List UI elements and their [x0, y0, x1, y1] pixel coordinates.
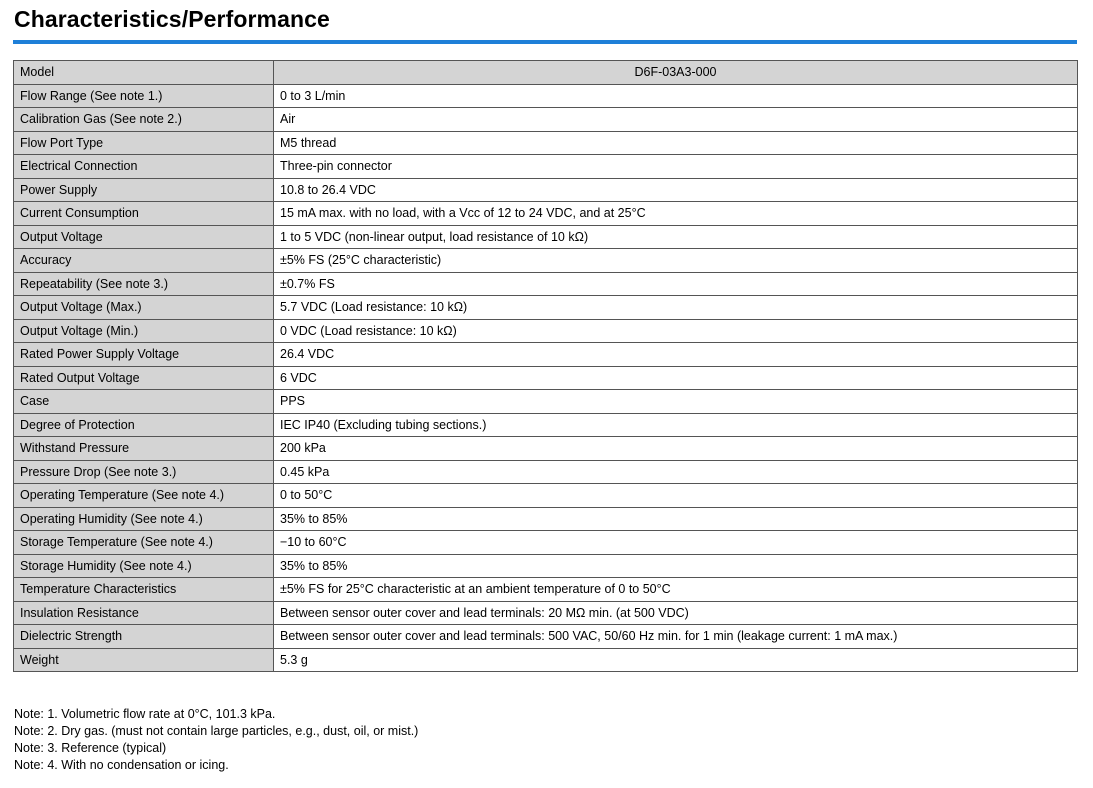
spec-value-cell: 10.8 to 26.4 VDC	[273, 177, 1078, 202]
table-row: Flow Port Type M5 thread	[13, 130, 1078, 155]
table-row: Accuracy ±5% FS (25°C characteristic)	[13, 248, 1078, 273]
table-row: Calibration Gas (See note 2.) Air	[13, 107, 1078, 132]
spec-value-cell: M5 thread	[273, 130, 1078, 155]
spec-value-cell: 0 to 50°C	[273, 483, 1078, 508]
footnote: Note: 3. Reference (typical)	[14, 741, 167, 755]
notes-section: Note: 1. Volumetric flow rate at 0°C, 10…	[14, 706, 418, 774]
table-row: Output Voltage 1 to 5 VDC (non-linear out…	[13, 224, 1078, 249]
header-label-cell: Model	[13, 60, 274, 85]
spec-label-cell: Rated Power Supply Voltage	[13, 342, 274, 367]
spec-value-cell: −10 to 60°C	[273, 530, 1078, 555]
table-row: Flow Range (See note 1.) 0 to 3 L/min	[13, 83, 1078, 108]
spec-value-cell: 0.45 kPa	[273, 459, 1078, 484]
spec-value-cell: 0 to 3 L/min	[273, 83, 1078, 108]
footnote: Note: 2. Dry gas. (must not contain larg…	[14, 724, 419, 738]
spec-label-cell: Current Consumption	[13, 201, 274, 226]
spec-label-cell: Output Voltage (Max.)	[13, 295, 274, 320]
spec-label-cell: Output Voltage	[13, 224, 274, 249]
spec-value-cell: 6 VDC	[273, 365, 1078, 390]
table-row: Temperature Characteristics ±5% FS for 25…	[13, 577, 1078, 602]
specifications-table: Model D6F-03A3-000 Flow Range (See note …	[13, 60, 1078, 672]
spec-value-cell: PPS	[273, 389, 1078, 414]
spec-value-cell: IEC IP40 (Excluding tubing sections.)	[273, 412, 1078, 437]
spec-label-cell: Power Supply	[13, 177, 274, 202]
spec-label-cell: Output Voltage (Min.)	[13, 318, 274, 343]
spec-label-cell: Flow Port Type	[13, 130, 274, 155]
title-underline	[13, 40, 1077, 44]
table-row: Rated Output Voltage 6 VDC	[13, 365, 1078, 390]
spec-label-cell: Storage Temperature (See note 4.)	[13, 530, 274, 555]
spec-value-cell: 200 kPa	[273, 436, 1078, 461]
spec-label-cell: Flow Range (See note 1.)	[13, 83, 274, 108]
spec-label-cell: Electrical Connection	[13, 154, 274, 179]
spec-value-cell: Between sensor outer cover and lead term…	[273, 600, 1078, 625]
spec-label-cell: Temperature Characteristics	[13, 577, 274, 602]
spec-value-cell: Three-pin connector	[273, 154, 1078, 179]
spec-label-cell: Operating Temperature (See note 4.)	[13, 483, 274, 508]
model-number-cell: D6F-03A3-000	[273, 60, 1078, 85]
table-row: Withstand Pressure 200 kPa	[13, 436, 1078, 461]
table-row: Storage Humidity (See note 4.) 35% to 85%	[13, 553, 1078, 578]
spec-value-cell: ±5% FS for 25°C characteristic at an amb…	[273, 577, 1078, 602]
table-row: Degree of Protection IEC IP40 (Excluding …	[13, 412, 1078, 437]
table-row: Pressure Drop (See note 3.) 0.45 kPa	[13, 459, 1078, 484]
spec-value-cell: ±0.7% FS	[273, 271, 1078, 296]
spec-label-cell: Operating Humidity (See note 4.)	[13, 506, 274, 531]
spec-label-cell: Weight	[13, 647, 274, 672]
spec-label-cell: Withstand Pressure	[13, 436, 274, 461]
spec-label-cell: Degree of Protection	[13, 412, 274, 437]
table-row: Output Voltage (Max.) 5.7 VDC (Load resis…	[13, 295, 1078, 320]
spec-value-cell: 0 VDC (Load resistance: 10 kΩ)	[273, 318, 1078, 343]
spec-label-cell: Insulation Resistance	[13, 600, 274, 625]
spec-label-cell: Calibration Gas (See note 2.)	[13, 107, 274, 132]
spec-value-cell: 35% to 85%	[273, 553, 1078, 578]
table-row: Dielectric Strength Between sensor outer …	[13, 624, 1078, 649]
spec-label-cell: Pressure Drop (See note 3.)	[13, 459, 274, 484]
table-row: Operating Temperature (See note 4.) 0 to …	[13, 483, 1078, 508]
table-row: Repeatability (See note 3.) ±0.7% FS	[13, 271, 1078, 296]
spec-value-cell: Air	[273, 107, 1078, 132]
spec-value-cell: ±5% FS (25°C characteristic)	[273, 248, 1078, 273]
spec-value-cell: 1 to 5 VDC (non-linear output, load resi…	[273, 224, 1078, 249]
footnote: Note: 4. With no condensation or icing.	[14, 758, 229, 772]
table-row: Output Voltage (Min.) 0 VDC (Load resista…	[13, 318, 1078, 343]
spec-label-cell: Dielectric Strength	[13, 624, 274, 649]
spec-value-cell: 15 mA max. with no load, with a Vcc of 1…	[273, 201, 1078, 226]
spec-value-cell: 35% to 85%	[273, 506, 1078, 531]
spec-value-cell: 5.7 VDC (Load resistance: 10 kΩ)	[273, 295, 1078, 320]
table-row: Rated Power Supply Voltage 26.4 VDC	[13, 342, 1078, 367]
table-row: Insulation Resistance Between sensor oute…	[13, 600, 1078, 625]
table-header-row: Model D6F-03A3-000	[13, 60, 1078, 85]
footnote: Note: 1. Volumetric flow rate at 0°C, 10…	[14, 707, 276, 721]
spec-label-cell: Storage Humidity (See note 4.)	[13, 553, 274, 578]
page-title: Characteristics/Performance	[14, 6, 330, 32]
table-row: Weight 5.3 g	[13, 647, 1078, 672]
table-row: Power Supply 10.8 to 26.4 VDC	[13, 177, 1078, 202]
spec-label-cell: Case	[13, 389, 274, 414]
spec-value-cell: 26.4 VDC	[273, 342, 1078, 367]
table-row: Electrical Connection Three-pin connector	[13, 154, 1078, 179]
table-row: Operating Humidity (See note 4.) 35% to 8…	[13, 506, 1078, 531]
table-row: Storage Temperature (See note 4.) −10 to …	[13, 530, 1078, 555]
spec-label-cell: Accuracy	[13, 248, 274, 273]
spec-label-cell: Repeatability (See note 3.)	[13, 271, 274, 296]
spec-value-cell: Between sensor outer cover and lead term…	[273, 624, 1078, 649]
table-row: Case PPS	[13, 389, 1078, 414]
spec-label-cell: Rated Output Voltage	[13, 365, 274, 390]
table-row: Current Consumption 15 mA max. with no lo…	[13, 201, 1078, 226]
spec-value-cell: 5.3 g	[273, 647, 1078, 672]
